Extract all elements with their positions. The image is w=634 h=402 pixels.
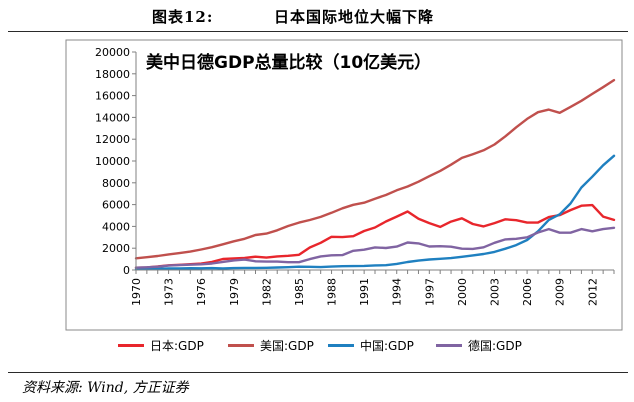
- y-tick-label: 18000: [95, 68, 130, 81]
- x-tick-label: 2000: [456, 278, 469, 306]
- series-line-0: [134, 203, 616, 269]
- legend-swatch: [228, 343, 254, 347]
- x-tick-label: 1991: [358, 278, 371, 306]
- legend-item-2: 中国:GDP: [328, 334, 414, 356]
- x-tick-label: 2009: [554, 278, 567, 306]
- gdp-line-chart: 0 2000 4000 6000 8000 10000 12000 14000 16000 180…: [65, 39, 623, 331]
- legend-label: 美国:GDP: [260, 338, 314, 353]
- source-note: 资料来源: Wind, 方正证券: [22, 380, 189, 396]
- y-tick-label: 2000: [102, 242, 130, 255]
- figure-header: 图表12: 日本国际地位大幅下降: [0, 0, 634, 32]
- x-tick-label: 1997: [423, 278, 436, 306]
- legend-item-0: 日本:GDP: [118, 334, 204, 356]
- y-tick-label: 14000: [95, 111, 130, 124]
- legend-swatch: [436, 343, 462, 347]
- series-line-1: [134, 78, 616, 260]
- legend-label: 日本:GDP: [150, 338, 204, 353]
- legend-label: 德国:GDP: [468, 338, 522, 353]
- chart-legend: 日本:GDP 美国:GDP 中国:GDP 德国:GDP: [0, 334, 634, 356]
- legend-swatch: [328, 343, 354, 347]
- x-tick-label: 1970: [130, 278, 143, 306]
- y-tick-label: 8000: [102, 177, 130, 190]
- legend-swatch: [118, 343, 144, 347]
- y-tick-label: 12000: [95, 133, 130, 146]
- chart-frame: [65, 39, 623, 331]
- series-line-3: [134, 226, 616, 269]
- figure-number: 图表12:: [152, 8, 214, 26]
- x-tick-label: 1994: [391, 278, 404, 306]
- series-line-2: [134, 154, 616, 271]
- header-rule: [8, 31, 628, 32]
- x-tick-label: 2003: [489, 278, 502, 306]
- y-tick-label: 20000: [95, 46, 130, 59]
- chart-title: 美中日德GDP总量比较（10亿美元）: [146, 52, 431, 73]
- y-tick-label: 0: [123, 264, 130, 277]
- x-tick-label: 1988: [326, 278, 339, 306]
- legend-item-3: 德国:GDP: [436, 334, 522, 356]
- x-tick-label: 2012: [586, 278, 599, 306]
- x-tick-label: 1985: [293, 278, 306, 306]
- y-tick-label: 4000: [102, 220, 130, 233]
- x-tick-label: 1982: [260, 278, 273, 306]
- y-tick-label: 6000: [102, 199, 130, 212]
- y-tick-label: 16000: [95, 90, 130, 103]
- footer-rule: [8, 372, 628, 373]
- x-tick-label: 1979: [228, 278, 241, 306]
- x-tick-label: 2006: [521, 278, 534, 306]
- figure-title: 日本国际地位大幅下降: [274, 8, 435, 26]
- x-tick-label: 1976: [195, 278, 208, 306]
- y-tick-label: 10000: [95, 155, 130, 168]
- x-tick-label: 1973: [163, 278, 176, 306]
- legend-label: 中国:GDP: [360, 338, 414, 353]
- legend-item-1: 美国:GDP: [228, 334, 314, 356]
